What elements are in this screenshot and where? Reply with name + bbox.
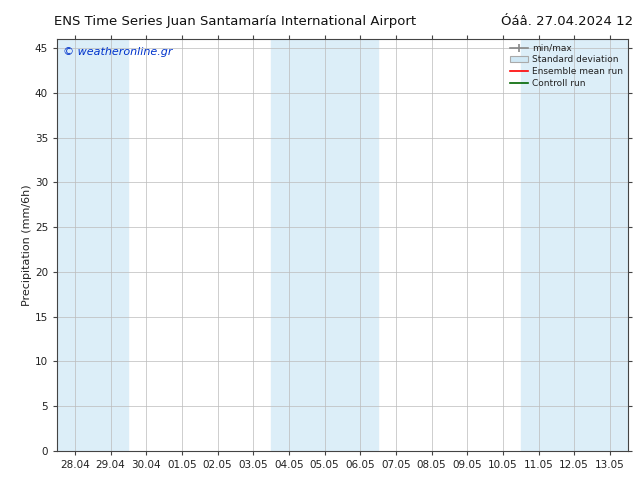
Text: © weatheronline.gr: © weatheronline.gr (63, 48, 172, 57)
Bar (57, 39, 128, 451)
Y-axis label: Precipitation (mm/6h): Precipitation (mm/6h) (22, 184, 32, 306)
Bar (521, 39, 628, 451)
Legend: min/max, Standard deviation, Ensemble mean run, Controll run: min/max, Standard deviation, Ensemble me… (510, 44, 623, 88)
Text: ENS Time Series Juan Santamaría International Airport: ENS Time Series Juan Santamaría Internat… (53, 15, 416, 28)
Text: Óáâ. 27.04.2024 12 UTC: Óáâ. 27.04.2024 12 UTC (501, 15, 634, 28)
Bar (271, 39, 378, 451)
